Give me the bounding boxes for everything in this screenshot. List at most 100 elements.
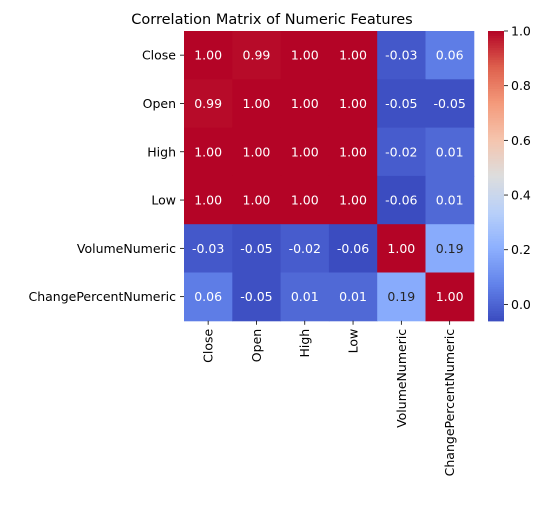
heatmap-cell [280, 127, 330, 177]
colorbar-segment [488, 277, 504, 281]
heatmap-cell [377, 127, 426, 177]
cell-value-label: 1.00 [291, 96, 319, 111]
colorbar-segment [488, 233, 504, 237]
colorbar-segment [488, 76, 504, 80]
heatmap-cell [377, 272, 426, 322]
colorbar-segment [488, 132, 504, 136]
cell-value-label: 0.99 [243, 48, 271, 63]
cell-value-label: 1.00 [291, 193, 319, 208]
colorbar-segment [488, 55, 504, 59]
colorbar-segment [488, 238, 504, 242]
colorbar-segment [488, 146, 504, 150]
cell-value-label: -0.05 [240, 289, 272, 304]
heatmap-cell [184, 224, 233, 273]
colorbar-segment [488, 243, 504, 247]
x-tick-label: Low [346, 329, 361, 354]
heatmap-cell [425, 175, 475, 225]
colorbar-segment [488, 187, 504, 191]
colorbar-segment [488, 158, 504, 162]
colorbar-segment [488, 183, 504, 187]
colorbar-segment [488, 113, 504, 117]
colorbar-segment [488, 272, 504, 276]
heatmap-cell [328, 272, 378, 322]
colorbar-segment [488, 311, 504, 315]
x-tick-label: ChangePercentNumeric [442, 329, 457, 477]
colorbar-segment [488, 38, 504, 42]
x-tick-label: High [297, 329, 312, 358]
colorbar-segment [488, 171, 504, 175]
cell-value-label: 1.00 [194, 193, 222, 208]
colorbar-segment [488, 72, 504, 76]
colorbar-segment [488, 265, 504, 269]
colorbar-segment [488, 226, 504, 230]
cell-value-label: 0.01 [339, 289, 367, 304]
heatmap-cell [280, 175, 330, 225]
cell-value-label: 1.00 [243, 96, 271, 111]
colorbar-segment [488, 142, 504, 146]
colorbar-segment [488, 313, 504, 317]
cell-value-label: 1.00 [339, 144, 367, 159]
colorbar-segment [488, 120, 504, 124]
colorbar-segment [488, 255, 504, 259]
colorbar-segment [488, 86, 504, 90]
heatmap-cell [328, 79, 378, 129]
colorbar-segment [488, 214, 504, 218]
colorbar-segment [488, 258, 504, 262]
colorbar-segment [488, 103, 504, 107]
colorbar-segment [488, 110, 504, 114]
heatmap-cell [425, 127, 475, 177]
colorbar-segment [488, 115, 504, 119]
heatmap-cell [184, 127, 233, 177]
colorbar-segment [488, 156, 504, 160]
heatmap-cell [328, 31, 378, 80]
colorbar-segment [488, 250, 504, 254]
y-tick-label: VolumeNumeric [77, 241, 176, 256]
colorbar-segment [488, 207, 504, 211]
colorbar-segment [488, 149, 504, 153]
colorbar-segment [488, 144, 504, 148]
colorbar-segment [488, 294, 504, 298]
colorbar-segment [488, 81, 504, 85]
heatmap-cell [425, 272, 475, 322]
colorbar-segment [488, 279, 504, 283]
colorbar-segment [488, 289, 504, 293]
heatmap-cell [280, 31, 330, 80]
colorbar-segment [488, 127, 504, 131]
colorbar-segment [488, 35, 504, 39]
colorbar-segment [488, 62, 504, 66]
cell-value-label: 1.00 [339, 193, 367, 208]
colorbar-segment [488, 105, 504, 109]
heatmap-cell [377, 79, 426, 129]
heatmap-cell [425, 79, 475, 129]
colorbar-segment [488, 267, 504, 271]
colorbar-segment [488, 315, 504, 319]
cell-value-label: -0.05 [433, 96, 465, 111]
heatmap-cell [280, 79, 330, 129]
chart-title: Correlation Matrix of Numeric Features [131, 12, 412, 28]
colorbar-segment [488, 122, 504, 126]
colorbar-segment [488, 190, 504, 194]
colorbar-segment [488, 200, 504, 204]
heatmap-cell [328, 175, 378, 225]
y-tick-label: ChangePercentNumeric [28, 289, 176, 304]
heatmap-cell [184, 31, 233, 80]
colorbar-tick-label: 0.2 [511, 242, 531, 257]
heatmap-cell [328, 224, 378, 273]
colorbar-segment [488, 130, 504, 134]
cell-value-label: -0.03 [385, 48, 417, 63]
colorbar-segment [488, 168, 504, 172]
colorbar-segment [488, 212, 504, 216]
colorbar-segment [488, 178, 504, 182]
colorbar-segment [488, 52, 504, 56]
heatmap-annotations: 1.00 0.99 1.00 1.00 -0.03 0.06 0.99 1.00 1.00 1.0… [192, 48, 466, 304]
heatmap-cell [232, 175, 282, 225]
colorbar-segment [488, 101, 504, 105]
colorbar-segment [488, 262, 504, 266]
colorbar-segment [488, 31, 504, 35]
cell-value-label: 1.00 [291, 48, 319, 63]
heatmap-cell [232, 127, 282, 177]
colorbar-segment [488, 229, 504, 233]
colorbar-segment [488, 216, 504, 220]
cell-value-label: -0.03 [192, 241, 224, 256]
